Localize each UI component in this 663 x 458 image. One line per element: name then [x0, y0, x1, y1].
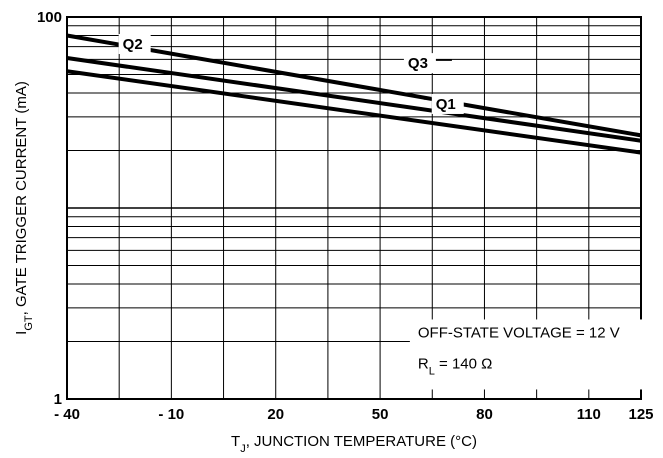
y-axis-title-sub: GT — [23, 315, 35, 331]
annotation-off-state-voltage: OFF-STATE VOLTAGE = 12 V — [418, 324, 620, 341]
series-label-q2: Q2 — [123, 36, 143, 53]
x-tick-labels: - 40 - 10 20 50 80 110 125 — [54, 406, 653, 423]
annotation-load-resistance-rest: = 140 Ω — [435, 355, 493, 372]
series-label-background — [118, 33, 151, 54]
annotation-load-resistance-main: R — [418, 355, 429, 372]
series-label-q1: Q1 — [436, 96, 456, 113]
annotation-layer: OFF-STATE VOLTAGE = 12 V RL = 140 Ω — [409, 319, 663, 390]
y-tick-label: 100 — [37, 9, 62, 26]
series-label-q3: Q3 — [408, 55, 428, 72]
x-axis-title: TJ, JUNCTION TEMPERATURE (°C) — [231, 433, 477, 455]
x-axis-title-rest: , JUNCTION TEMPERATURE (°C) — [246, 433, 477, 450]
annotation-load-resistance: RL = 140 Ω — [418, 355, 492, 377]
x-tick-label: 125 — [628, 406, 653, 423]
series-line-q1 — [66, 69, 642, 155]
x-tick-label: 80 — [476, 406, 493, 423]
x-tick-label: 110 — [577, 406, 601, 423]
y-tick-labels: 1 100 — [37, 9, 62, 408]
y-tick-label: 1 — [54, 391, 62, 408]
annotation-load-resistance-sub: L — [429, 365, 435, 377]
x-tick-label: - 10 — [158, 406, 184, 423]
series-line-q3 — [66, 33, 642, 138]
y-axis-title-rest: , GATE TRIGGER CURRENT (mA) — [13, 81, 30, 315]
series-label-background — [431, 93, 464, 114]
y-axis-title: IGT, GATE TRIGGER CURRENT (mA) — [13, 81, 35, 335]
series-layer: Q3 Q2 Q1 — [66, 33, 642, 155]
x-axis-title-sub: J — [240, 443, 246, 455]
y-axis-title-main: I — [13, 331, 30, 335]
series-line-q2 — [66, 56, 642, 143]
x-axis-title-main: T — [231, 433, 240, 450]
x-tick-label: 50 — [372, 406, 389, 423]
series-label-background — [403, 53, 436, 74]
x-tick-label: 20 — [267, 406, 284, 423]
annotation-background — [409, 319, 663, 390]
x-tick-label: - 40 — [54, 406, 80, 423]
